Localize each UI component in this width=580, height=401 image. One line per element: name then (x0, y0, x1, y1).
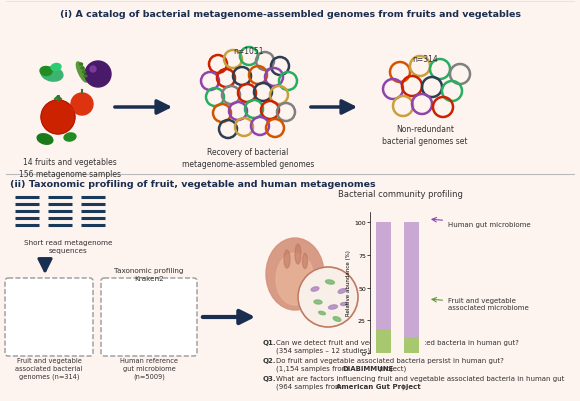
Circle shape (71, 94, 93, 116)
Circle shape (41, 101, 75, 135)
Text: Q2.: Q2. (263, 357, 277, 363)
Text: Fruit and vegetable
associated microbiome: Fruit and vegetable associated microbiom… (432, 298, 529, 311)
Ellipse shape (82, 72, 85, 74)
Ellipse shape (40, 67, 52, 76)
FancyBboxPatch shape (101, 278, 197, 356)
Text: Can we detect fruit and vegetable associated bacteria in human gut?: Can we detect fruit and vegetable associ… (276, 339, 519, 345)
Text: project): project) (377, 365, 406, 372)
Ellipse shape (340, 303, 347, 306)
Ellipse shape (84, 76, 87, 78)
Text: (354 samples – 12 studies): (354 samples – 12 studies) (276, 347, 370, 354)
Ellipse shape (81, 68, 84, 70)
Y-axis label: Relative abundance (%): Relative abundance (%) (346, 250, 351, 316)
Text: What are factors influencing fruit and vegetable associated bacteria in human gu: What are factors influencing fruit and v… (276, 375, 564, 381)
Text: (i) A catalog of bacterial metagenome-assembled genomes from fruits and vegetabl: (i) A catalog of bacterial metagenome-as… (60, 10, 520, 19)
Text: Fruit and vegetable
associated bacterial
genomes (n=314): Fruit and vegetable associated bacterial… (15, 357, 83, 380)
Text: DIABIMMUNE: DIABIMMUNE (342, 365, 393, 371)
Text: Taxonomic profiling
Kraken2: Taxonomic profiling Kraken2 (114, 267, 184, 281)
Circle shape (85, 62, 111, 88)
Text: Recovery of bacterial
metagenome-assembled genomes: Recovery of bacterial metagenome-assembl… (182, 148, 314, 169)
Ellipse shape (318, 312, 325, 315)
Text: 14 fruits and vegetables
156 metagenome samples: 14 fruits and vegetables 156 metagenome … (19, 158, 121, 179)
Ellipse shape (284, 250, 290, 268)
Text: Non-redundant
bacterial genomes set: Non-redundant bacterial genomes set (382, 125, 467, 146)
Ellipse shape (64, 134, 76, 142)
Text: (964 samples from: (964 samples from (276, 383, 344, 389)
Ellipse shape (314, 300, 322, 304)
Text: Human gut microbiome: Human gut microbiome (432, 218, 531, 227)
Ellipse shape (338, 289, 346, 294)
Text: n=1051: n=1051 (233, 47, 263, 56)
Text: Human reference
gut microbiome
(n=5009): Human reference gut microbiome (n=5009) (120, 357, 178, 380)
Bar (404, 223, 419, 337)
Ellipse shape (303, 254, 307, 269)
Ellipse shape (37, 134, 53, 145)
Text: (1,154 samples from: (1,154 samples from (276, 365, 351, 372)
Text: Q1.: Q1. (263, 339, 277, 345)
Ellipse shape (311, 287, 319, 292)
Text: n=314: n=314 (412, 55, 438, 64)
Ellipse shape (295, 244, 301, 264)
Text: Bacterial community profiling: Bacterial community profiling (338, 190, 462, 198)
Ellipse shape (79, 64, 82, 66)
Bar (404, 337, 419, 353)
Ellipse shape (325, 280, 335, 284)
Ellipse shape (328, 305, 338, 309)
FancyBboxPatch shape (5, 278, 93, 356)
Bar (376, 223, 392, 330)
Ellipse shape (77, 63, 88, 83)
Text: Do fruit and vegetable associated bacteria persist in human gut?: Do fruit and vegetable associated bacter… (276, 357, 504, 363)
Circle shape (90, 67, 96, 73)
Ellipse shape (51, 64, 61, 71)
Ellipse shape (276, 253, 314, 305)
Text: (ii) Taxonomic profiling of fruit, vegetable and human metagenomes: (ii) Taxonomic profiling of fruit, veget… (10, 180, 376, 188)
Ellipse shape (41, 68, 63, 82)
Ellipse shape (266, 239, 324, 310)
Bar (376, 330, 392, 353)
Text: Q3.: Q3. (263, 375, 277, 381)
Ellipse shape (333, 317, 341, 322)
Text: Short read metagenome
sequences: Short read metagenome sequences (24, 239, 113, 253)
Circle shape (298, 267, 358, 327)
Text: American Gut Project: American Gut Project (336, 383, 420, 389)
Text: ): ) (401, 383, 404, 389)
